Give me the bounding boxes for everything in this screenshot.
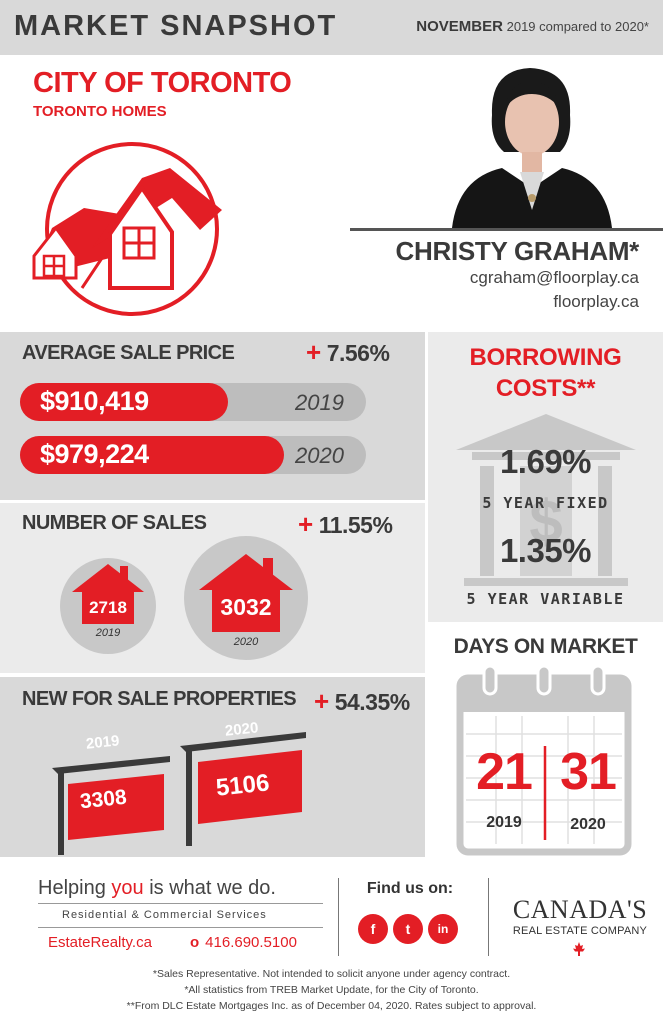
plus-icon: + [314, 686, 329, 716]
bank-icon: $ [456, 414, 636, 586]
house-icon [199, 554, 293, 632]
sales-year-2020: 2020 [233, 636, 259, 648]
footer-divider [488, 878, 489, 956]
sales-year-2019: 2019 [95, 627, 121, 639]
sales-value-2019: 2718 [89, 598, 127, 617]
tagline-divider [38, 903, 323, 904]
price-bar-fill-2019 [20, 383, 228, 421]
services-divider [38, 927, 323, 928]
price-value-2019: $910,419 [40, 386, 149, 416]
header-bar [0, 0, 663, 55]
agent-name: CHRISTY GRAHAM* [395, 236, 640, 266]
agent-divider [350, 228, 663, 231]
services-text: Residential & Commercial Services [62, 909, 267, 921]
find-us-label: Find us on: [366, 880, 454, 897]
price-year-2019: 2019 [295, 390, 344, 415]
house-icon [72, 564, 144, 624]
linkedin-icon[interactable]: in [428, 914, 458, 944]
price-bar-2019: $910,419 2019 [20, 383, 366, 421]
comparison-period: NOVEMBER 2019 compared to 2020* [416, 18, 649, 35]
city-subtitle: TORONTO HOMES [33, 103, 167, 120]
sign-value-2020: 5106 [214, 769, 271, 802]
footer-divider [338, 878, 339, 956]
houses-logo-icon [32, 142, 222, 316]
days-on-market-title: DAYS ON MARKET [453, 635, 638, 658]
sale-sign-2019 [52, 756, 170, 855]
number-of-sales-title: NUMBER OF SALES [22, 512, 207, 534]
brand-name: CANADA'S [512, 895, 648, 924]
period-month: NOVEMBER [416, 18, 503, 35]
tagline: Helping you is what we do. [38, 877, 276, 899]
period-comparison: 2019 compared to 2020* [506, 19, 649, 34]
average-sale-price-change: +7.56% [306, 337, 390, 367]
brand-tagline: REAL ESTATE COMPANY [512, 925, 648, 937]
price-bar-fill-2020 [20, 436, 284, 474]
page-title: MARKET SNAPSHOT [14, 10, 338, 42]
sales-value-2020: 3032 [220, 594, 272, 620]
sale-sign-2020 [180, 732, 306, 846]
days-value-2019: 21 [476, 743, 533, 801]
plus-icon: + [306, 337, 321, 367]
price-bar-2020: $979,224 2020 [20, 436, 366, 474]
sign-value-2019: 3308 [78, 785, 128, 814]
city-title: CITY OF TORONTO [33, 67, 292, 99]
footnote: **From DLC Estate Mortgages Inc. as of D… [126, 1000, 537, 1012]
sign-year-2020: 2020 [224, 719, 260, 740]
twitter-icon[interactable]: t [393, 914, 423, 944]
borrowing-costs-title: BORROWING COSTS** [469, 344, 622, 402]
number-of-sales-change: +11.55% [298, 509, 393, 539]
days-year-2020: 2020 [570, 816, 606, 833]
maple-leaf-icon [573, 942, 585, 956]
footnote: *All statistics from TREB Market Update,… [184, 984, 479, 996]
price-value-2020: $979,224 [40, 439, 149, 469]
company-phone[interactable]: o 416.690.5100 [190, 934, 297, 951]
svg-text:$: $ [529, 488, 562, 555]
variable-rate-label: 5 YEAR VARIABLE [466, 590, 625, 608]
phone-icon: o [190, 934, 200, 951]
price-year-2020: 2020 [295, 443, 344, 468]
agent-website[interactable]: floorplay.ca [553, 292, 639, 311]
company-website-link[interactable]: EstateRealty.ca [48, 934, 152, 951]
agent-photo [432, 60, 632, 228]
fixed-rate-label: 5 YEAR FIXED [482, 494, 609, 512]
facebook-icon[interactable]: f [358, 914, 388, 944]
plus-icon: + [298, 509, 313, 539]
agent-email[interactable]: cgraham@floorplay.ca [469, 268, 639, 287]
new-for-sale-change: +54.35% [314, 686, 410, 716]
new-for-sale-title: NEW FOR SALE PROPERTIES [22, 688, 297, 710]
days-value-2020: 31 [560, 743, 617, 801]
footnote: *Sales Representative. Not intended to s… [152, 968, 511, 980]
fixed-rate-value: 1.69% [499, 443, 592, 480]
days-year-2019: 2019 [486, 814, 522, 831]
sign-year-2019: 2019 [85, 732, 121, 753]
calendar-icon [456, 664, 632, 856]
variable-rate-value: 1.35% [499, 532, 592, 569]
average-sale-price-title: AVERAGE SALE PRICE [22, 342, 235, 364]
